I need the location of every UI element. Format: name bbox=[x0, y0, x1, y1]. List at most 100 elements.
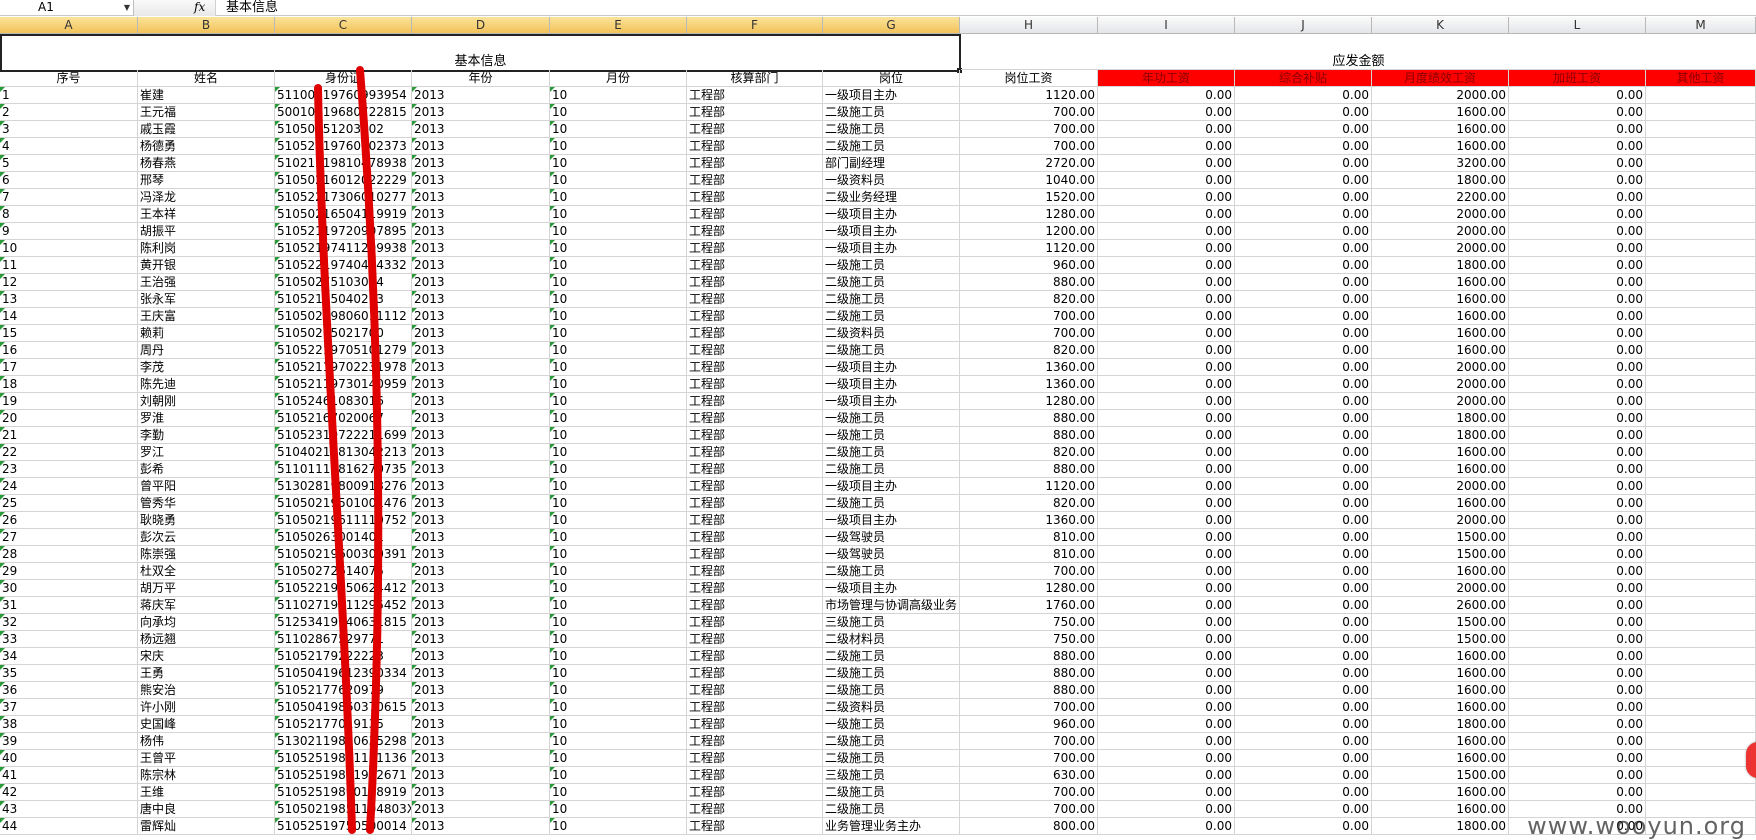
table-cell[interactable]: 工程部 bbox=[687, 546, 823, 563]
table-cell[interactable]: 10 bbox=[550, 716, 687, 733]
table-cell[interactable]: 一级项目主办 bbox=[823, 359, 960, 376]
table-cell[interactable]: 51052179222223 bbox=[275, 648, 412, 665]
table-cell[interactable]: 0.00 bbox=[1235, 410, 1372, 427]
table-cell[interactable]: 工程部 bbox=[687, 172, 823, 189]
table-cell[interactable]: 周丹 bbox=[138, 342, 275, 359]
table-cell[interactable]: 管秀华 bbox=[138, 495, 275, 512]
table-cell[interactable]: 51050219851104803X bbox=[275, 801, 412, 818]
table-cell[interactable]: 0.00 bbox=[1235, 444, 1372, 461]
table-cell[interactable]: 1600.00 bbox=[1372, 648, 1509, 665]
table-cell[interactable] bbox=[1646, 121, 1756, 138]
table-cell[interactable]: 1600.00 bbox=[1372, 291, 1509, 308]
table-cell[interactable]: 0.00 bbox=[1098, 529, 1235, 546]
table-cell[interactable]: 二级材料员 bbox=[823, 631, 960, 648]
table-cell[interactable] bbox=[1646, 342, 1756, 359]
table-cell[interactable]: 0.00 bbox=[1509, 512, 1646, 529]
table-cell[interactable]: 0.00 bbox=[1509, 631, 1646, 648]
table-cell[interactable]: 51052519890108919 bbox=[275, 784, 412, 801]
table-cell[interactable]: 2013 bbox=[412, 801, 550, 818]
table-cell[interactable] bbox=[1646, 529, 1756, 546]
column-header-i[interactable]: I bbox=[1098, 17, 1235, 34]
table-cell[interactable]: 1360.00 bbox=[960, 359, 1098, 376]
table-cell[interactable]: 0.00 bbox=[1509, 682, 1646, 699]
table-cell[interactable]: 34 bbox=[0, 648, 138, 665]
table-cell[interactable]: 20 bbox=[0, 410, 138, 427]
table-cell[interactable]: 0.00 bbox=[1235, 308, 1372, 325]
table-cell[interactable]: 2013 bbox=[412, 172, 550, 189]
table-cell[interactable]: 51052219750624412 bbox=[275, 580, 412, 597]
table-cell[interactable]: 51050219611110752 bbox=[275, 512, 412, 529]
table-cell[interactable]: 二级资料员 bbox=[823, 325, 960, 342]
table-cell[interactable]: 二级施工员 bbox=[823, 138, 960, 155]
table-cell[interactable]: 0.00 bbox=[1509, 699, 1646, 716]
table-cell[interactable]: 2013 bbox=[412, 410, 550, 427]
table-cell[interactable]: 5 bbox=[0, 155, 138, 172]
table-cell[interactable]: 51052197411299938 bbox=[275, 240, 412, 257]
table-cell[interactable]: 二级施工员 bbox=[823, 563, 960, 580]
table-cell[interactable]: 一级施工员 bbox=[823, 427, 960, 444]
table-cell[interactable]: 0.00 bbox=[1098, 444, 1235, 461]
table-cell[interactable]: 0.00 bbox=[1235, 189, 1372, 206]
table-cell[interactable]: 30 bbox=[0, 580, 138, 597]
table-cell[interactable]: 1800.00 bbox=[1372, 716, 1509, 733]
table-cell[interactable] bbox=[1646, 648, 1756, 665]
table-cell[interactable]: 赖莉 bbox=[138, 325, 275, 342]
table-cell[interactable]: 10 bbox=[550, 223, 687, 240]
table-cell[interactable]: 1760.00 bbox=[960, 597, 1098, 614]
table-cell[interactable]: 0.00 bbox=[1235, 614, 1372, 631]
table-cell[interactable]: 880.00 bbox=[960, 648, 1098, 665]
table-cell[interactable]: 0.00 bbox=[1235, 767, 1372, 784]
table-cell[interactable]: 0.00 bbox=[1098, 495, 1235, 512]
table-cell[interactable] bbox=[1646, 682, 1756, 699]
table-cell[interactable]: 0.00 bbox=[1235, 801, 1372, 818]
column-header-k[interactable]: K bbox=[1372, 17, 1509, 34]
table-cell[interactable]: 19 bbox=[0, 393, 138, 410]
table-cell[interactable]: 0.00 bbox=[1509, 121, 1646, 138]
table-cell[interactable]: 2600.00 bbox=[1372, 597, 1509, 614]
header-cell[interactable]: 年份 bbox=[412, 70, 550, 87]
table-cell[interactable]: 0.00 bbox=[1509, 206, 1646, 223]
table-cell[interactable]: 0.00 bbox=[1235, 257, 1372, 274]
table-cell[interactable]: 工程部 bbox=[687, 325, 823, 342]
table-cell[interactable]: 彭次云 bbox=[138, 529, 275, 546]
table-cell[interactable]: 0.00 bbox=[1509, 376, 1646, 393]
table-cell[interactable]: 1600.00 bbox=[1372, 682, 1509, 699]
table-cell[interactable]: 51052519760502373 bbox=[275, 138, 412, 155]
table-cell[interactable]: 0.00 bbox=[1098, 597, 1235, 614]
column-header-e[interactable]: E bbox=[550, 17, 687, 34]
table-cell[interactable]: 工程部 bbox=[687, 121, 823, 138]
table-cell[interactable]: 10 bbox=[550, 767, 687, 784]
table-cell[interactable] bbox=[1646, 563, 1756, 580]
table-cell[interactable]: 部门副经理 bbox=[823, 155, 960, 172]
table-cell[interactable]: 罗淮 bbox=[138, 410, 275, 427]
table-cell[interactable]: 黄开银 bbox=[138, 257, 275, 274]
table-cell[interactable]: 2013 bbox=[412, 87, 550, 104]
table-cell[interactable]: 0.00 bbox=[1509, 189, 1646, 206]
table-cell[interactable]: 0.00 bbox=[1509, 563, 1646, 580]
table-cell[interactable]: 二级施工员 bbox=[823, 801, 960, 818]
table-cell[interactable]: 18 bbox=[0, 376, 138, 393]
table-cell[interactable]: 刘朝刚 bbox=[138, 393, 275, 410]
table-cell[interactable]: 0.00 bbox=[1235, 631, 1372, 648]
table-cell[interactable]: 0.00 bbox=[1509, 580, 1646, 597]
table-cell[interactable]: 10 bbox=[550, 614, 687, 631]
table-cell[interactable]: 工程部 bbox=[687, 665, 823, 682]
table-cell[interactable]: 51052219705101279 bbox=[275, 342, 412, 359]
table-cell[interactable]: 1800.00 bbox=[1372, 410, 1509, 427]
table-cell[interactable]: 41 bbox=[0, 767, 138, 784]
table-cell[interactable]: 0.00 bbox=[1509, 308, 1646, 325]
table-cell[interactable]: 10 bbox=[550, 240, 687, 257]
table-cell[interactable]: 51050419860370615 bbox=[275, 699, 412, 716]
table-cell[interactable]: 二级业务经理 bbox=[823, 189, 960, 206]
table-cell[interactable]: 2013 bbox=[412, 274, 550, 291]
table-cell[interactable]: 工程部 bbox=[687, 274, 823, 291]
table-cell[interactable]: 700.00 bbox=[960, 699, 1098, 716]
table-cell[interactable]: 工程部 bbox=[687, 478, 823, 495]
table-cell[interactable]: 1600.00 bbox=[1372, 104, 1509, 121]
table-cell[interactable]: 一级项目主办 bbox=[823, 240, 960, 257]
table-cell[interactable]: 一级项目主办 bbox=[823, 512, 960, 529]
table-cell[interactable]: 工程部 bbox=[687, 291, 823, 308]
table-cell[interactable]: 0.00 bbox=[1509, 155, 1646, 172]
table-cell[interactable]: 三级施工员 bbox=[823, 767, 960, 784]
table-cell[interactable]: 51021319810478938 bbox=[275, 155, 412, 172]
